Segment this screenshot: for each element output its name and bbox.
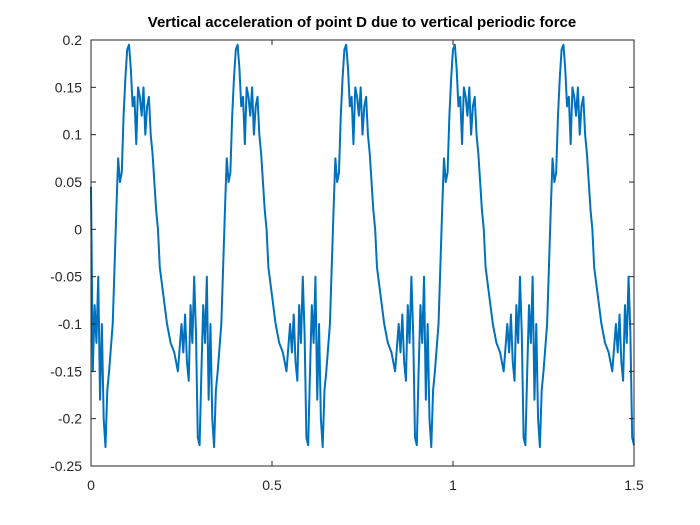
y-tick-label: 0 (74, 221, 82, 237)
chart-title: Vertical acceleration of point D due to … (148, 14, 576, 31)
axes-box (90, 39, 635, 467)
y-axis: -0.25 -0.2 -0.15 -0.1 -0.05 0 0.05 0.1 0.15 0.2 (50, 32, 634, 474)
y-tick-label: 0.2 (63, 32, 83, 48)
x-tick-label: 0 (87, 477, 95, 493)
x-tick-label: 1.5 (624, 477, 644, 493)
y-tick-label: -0.15 (50, 363, 82, 379)
y-tick-label: -0.25 (50, 458, 82, 474)
y-tick-label: 0.1 (63, 127, 83, 143)
y-tick-label: 0.15 (55, 79, 82, 95)
y-tick-label: -0.05 (50, 269, 82, 285)
x-axis: 0 0.5 1 1.5 (87, 40, 644, 493)
y-tick-label: 0.05 (55, 174, 82, 190)
series-line (90, 43, 635, 449)
y-tick-label: -0.2 (58, 411, 82, 427)
plot-area (90, 39, 635, 467)
x-tick-label: 0.5 (262, 477, 282, 493)
x-tick-label: 1 (449, 477, 457, 493)
y-tick-label: -0.1 (58, 316, 82, 332)
